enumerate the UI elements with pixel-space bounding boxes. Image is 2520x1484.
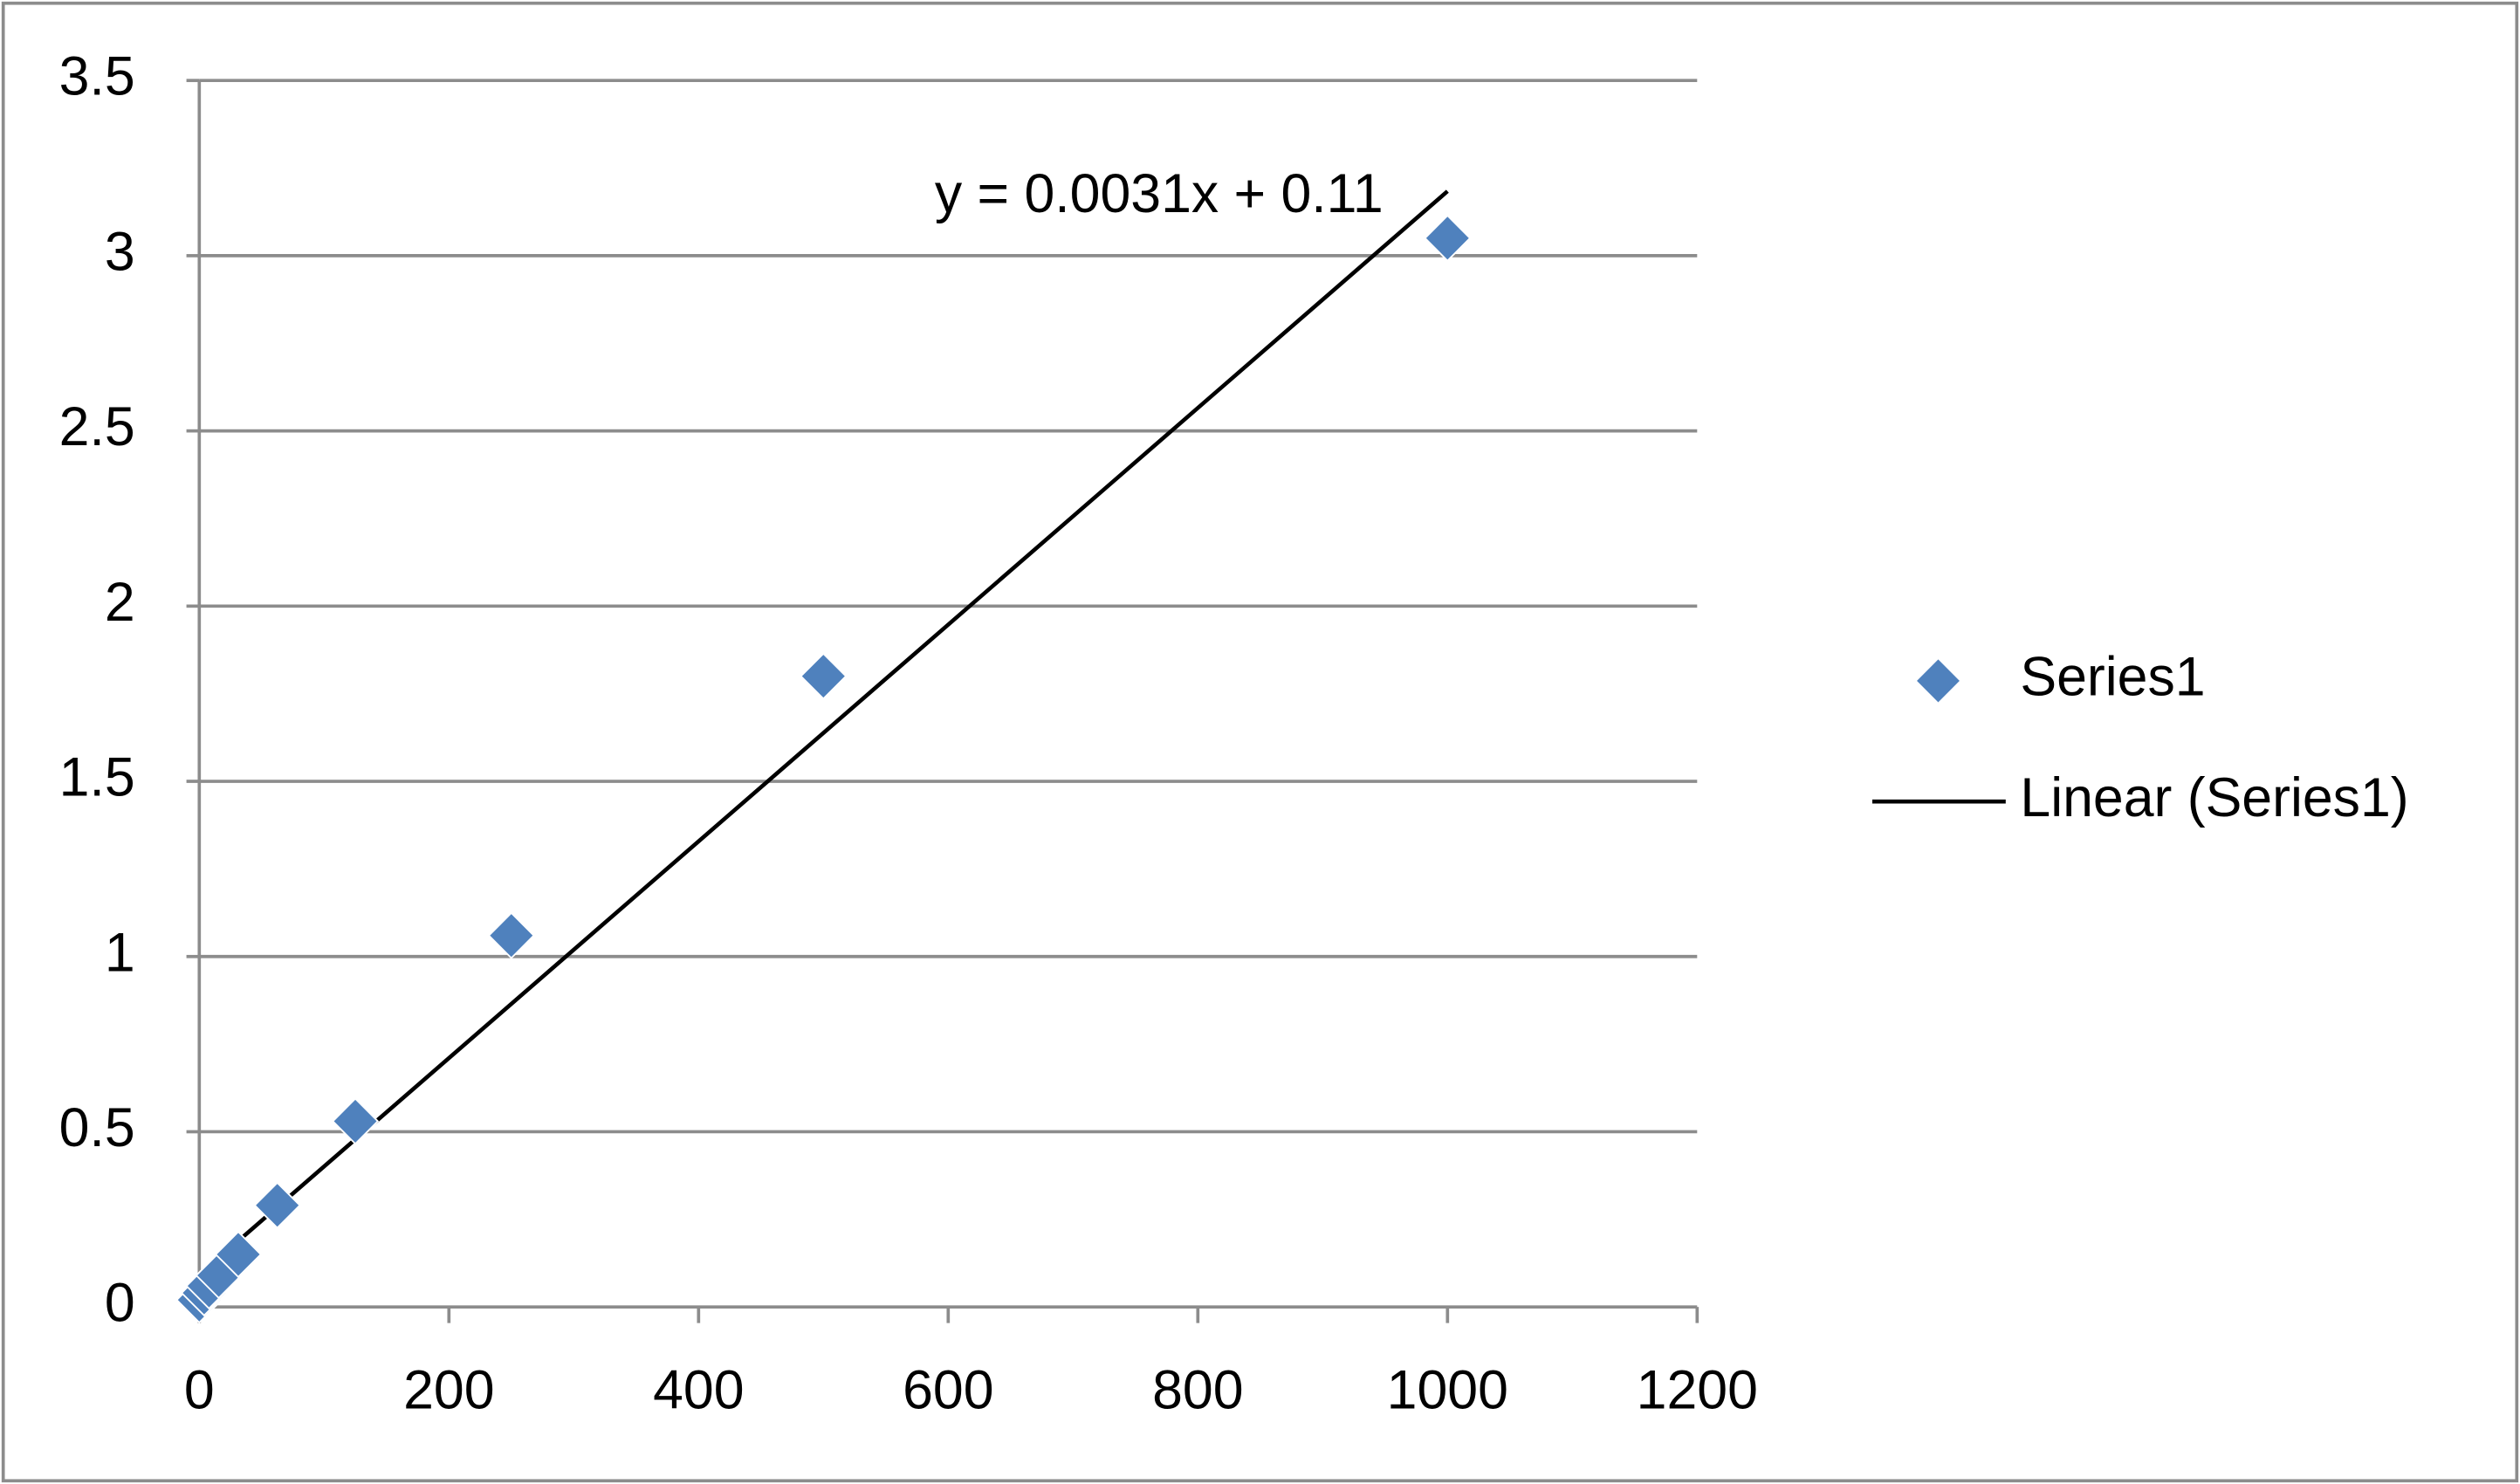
x-tick-label: 1000 [1387, 1359, 1508, 1420]
y-tick-label: 3 [105, 221, 135, 282]
x-tick-label: 800 [1152, 1359, 1243, 1420]
data-point [331, 1097, 380, 1145]
legend-label: Series1 [2020, 646, 2205, 707]
y-tick-label: 3.5 [59, 46, 135, 107]
trendline [197, 189, 1449, 1277]
data-point [253, 1181, 301, 1229]
x-tick-label: 400 [653, 1359, 744, 1420]
y-tick-label: 0.5 [59, 1097, 135, 1158]
data-point [487, 911, 535, 959]
x-tick-label: 200 [403, 1359, 494, 1420]
y-tick-label: 2 [105, 572, 135, 633]
data-point [1424, 214, 1472, 262]
y-tick-label: 1.5 [59, 747, 135, 808]
y-tick-label: 1 [105, 922, 135, 983]
x-tick-label: 0 [184, 1359, 215, 1420]
x-tick-label: 600 [903, 1359, 993, 1420]
x-tick-label: 1200 [1637, 1359, 1758, 1420]
legend-marker [1914, 656, 1962, 705]
data-point [214, 1230, 263, 1279]
trendline-equation: y = 0.0031x + 0.11 [935, 163, 1384, 224]
legend-label: Linear (Series1) [2020, 767, 2408, 828]
data-point [800, 652, 848, 700]
y-tick-label: 0 [105, 1273, 135, 1334]
y-tick-label: 2.5 [59, 396, 135, 457]
